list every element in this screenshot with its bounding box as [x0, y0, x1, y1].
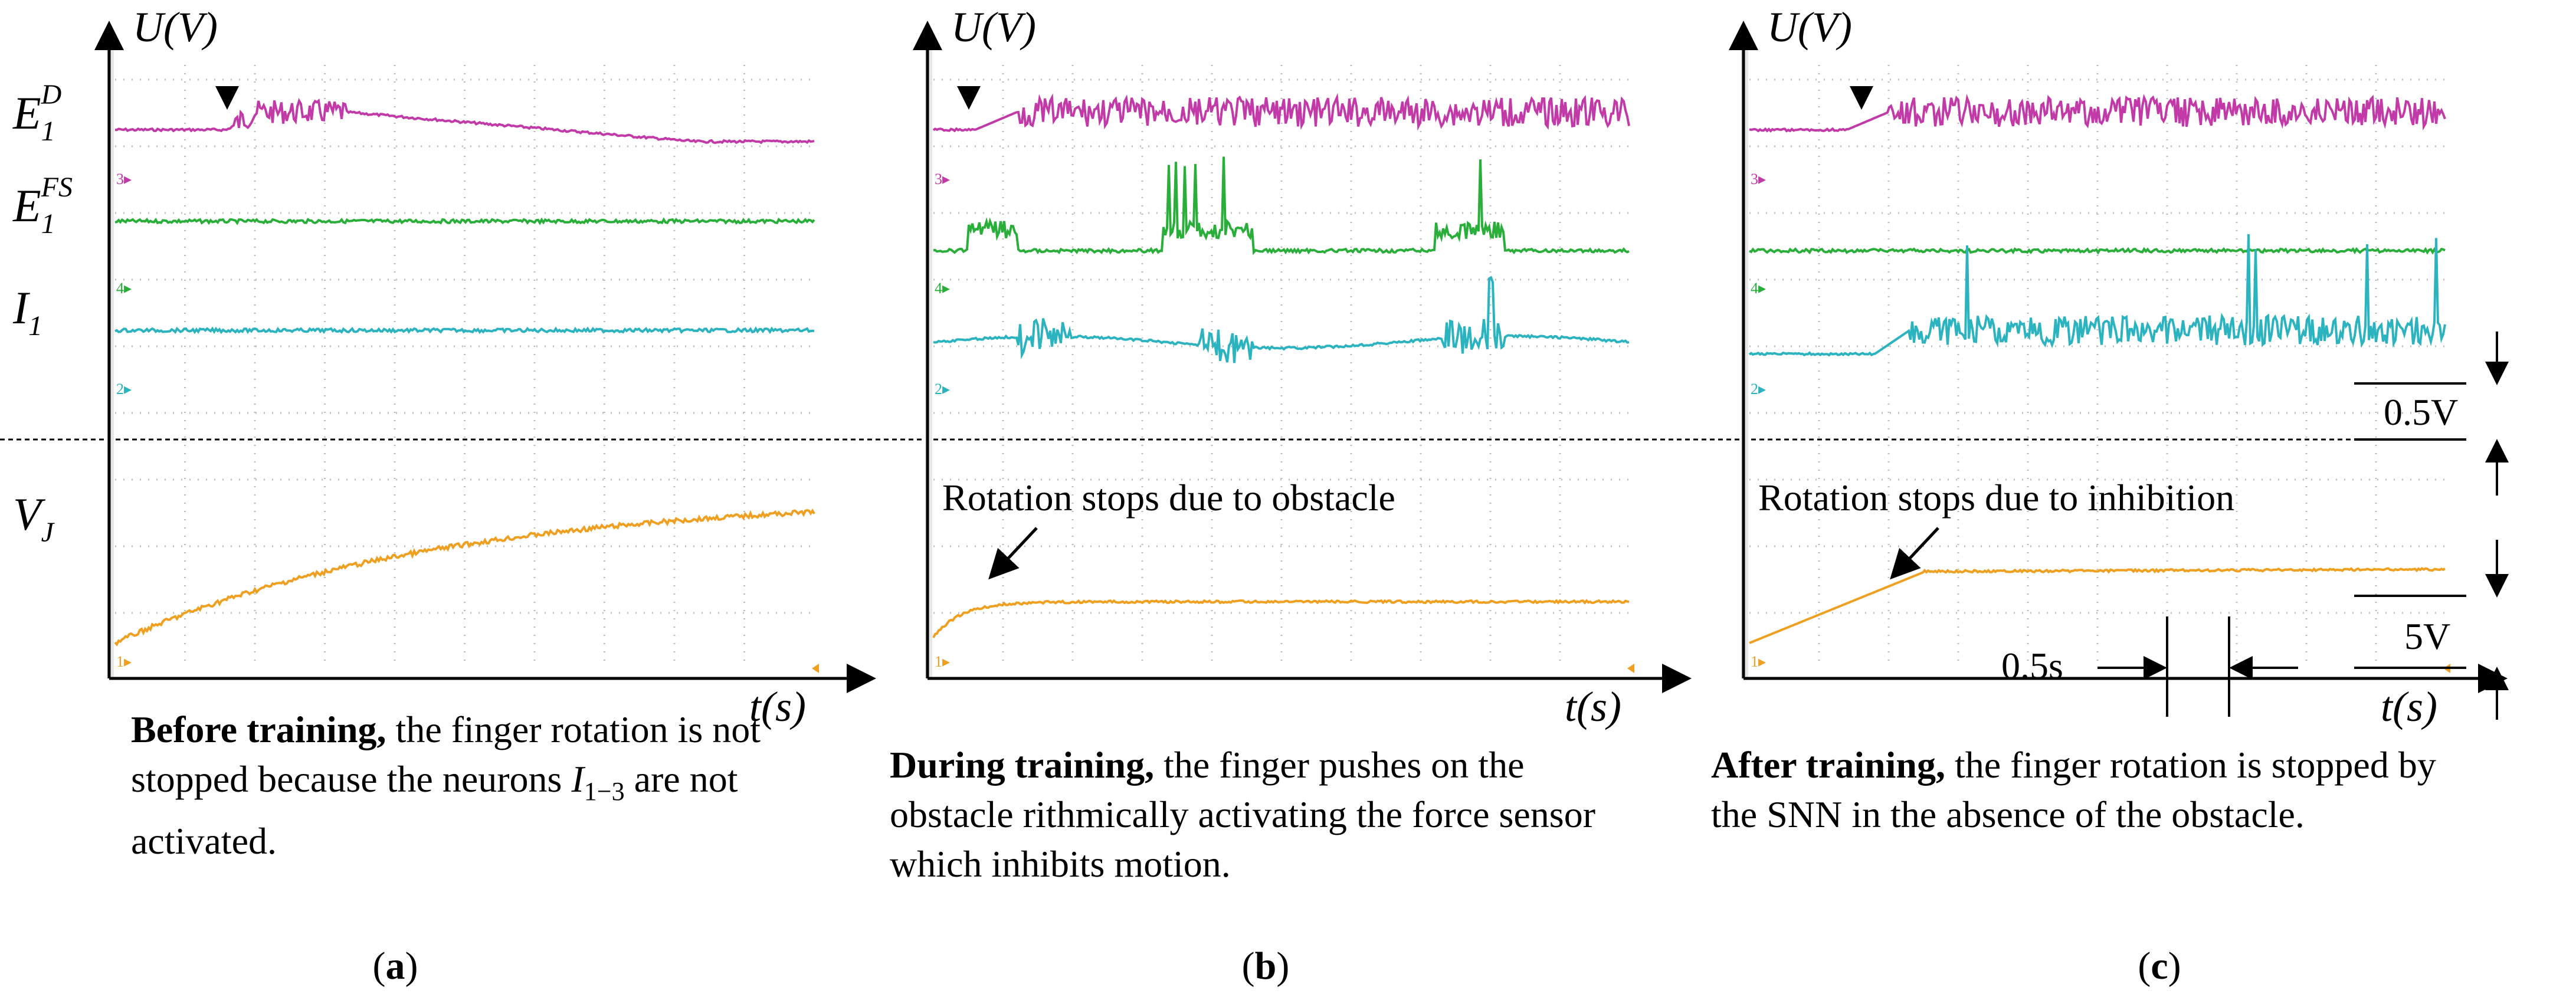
time-scale-bar	[2097, 616, 2298, 717]
trace-i1	[933, 275, 1630, 363]
channel-marker-3: 3▸	[116, 170, 132, 188]
channel-marker-1: 1▸	[1751, 653, 1766, 670]
channel-marker-4: 4▸	[935, 280, 950, 297]
scale-bars	[2354, 332, 2509, 720]
subfigure-label-b: (b)	[1241, 944, 1290, 988]
panel-c: U(V) t(s) 3▸ 4▸ 2▸ 1▸ Rotation stops due to in…	[1729, 4, 2508, 730]
channel-marker-3: 3▸	[935, 170, 950, 188]
row-label-vj: VJ	[13, 488, 55, 548]
grid	[115, 65, 814, 667]
trace-vj	[1749, 567, 2446, 644]
time-scale-label: 0.5s	[2001, 645, 2063, 687]
panel-a: U(V) t(s) 3▸ 4▸ 2▸ 1▸	[94, 4, 876, 730]
trace-ed	[114, 98, 815, 145]
x-axis-label: t(s)	[1565, 683, 1621, 730]
subfigure-label-c: (c)	[2138, 944, 2181, 988]
channel-marker-2: 2▸	[1751, 381, 1766, 398]
trace-efs	[933, 156, 1630, 255]
row-label-ed: E1D	[12, 79, 61, 147]
grid	[1749, 65, 2446, 667]
scale-label-lower: 5V	[2404, 615, 2450, 657]
x-axis-label: t(s)	[749, 683, 806, 730]
row-labels: E1D E1FS I1 VJ	[12, 79, 73, 548]
caption-a: Before training, the finger rotation is …	[131, 708, 761, 862]
trigger-marker-right	[812, 664, 819, 673]
trace-i1	[1748, 234, 2446, 357]
y-axis-label: U(V)	[133, 4, 218, 51]
trigger-marker-right	[1627, 664, 1634, 673]
channel-marker-3: 3▸	[1751, 170, 1766, 188]
x-axis-label: t(s)	[2381, 683, 2437, 730]
trace-efs	[114, 217, 815, 225]
panel-b: U(V) t(s) 3▸ 4▸ 2▸ 1▸ Rotation stops due to ob…	[913, 4, 1692, 730]
grid	[933, 65, 1630, 667]
trace-efs	[1749, 247, 2446, 255]
annotation-arrow	[988, 527, 1038, 580]
channel-marker-4: 4▸	[1751, 280, 1766, 297]
channel-marker-4: 4▸	[116, 280, 132, 297]
annotation-text: Rotation stops due to obstacle	[942, 477, 1395, 519]
channel-marker-1: 1▸	[935, 653, 950, 670]
channel-marker-1: 1▸	[116, 653, 132, 670]
subfigure-label-a: (a)	[372, 944, 418, 988]
trace-i1	[114, 326, 815, 334]
row-label-efs: E1FS	[12, 172, 73, 240]
caption-c: After training, the finger rotation is s…	[1711, 744, 2436, 835]
channel-marker-2: 2▸	[935, 381, 950, 398]
scale-label-upper: 0.5V	[2384, 391, 2458, 433]
caption-b: During training, the finger pushes on th…	[890, 744, 1595, 885]
y-axis-label: U(V)	[951, 4, 1036, 51]
row-label-i1: I1	[12, 282, 42, 342]
channel-marker-2: 2▸	[116, 381, 132, 398]
trace-ed	[1749, 93, 2446, 133]
trace-vj	[932, 599, 1630, 638]
y-axis-label: U(V)	[1767, 4, 1852, 51]
trace-ed	[932, 93, 1630, 133]
trace-vj	[114, 508, 815, 647]
annotation-arrow	[1890, 527, 1939, 580]
annotation-text: Rotation stops due to inhibition	[1758, 477, 2234, 519]
